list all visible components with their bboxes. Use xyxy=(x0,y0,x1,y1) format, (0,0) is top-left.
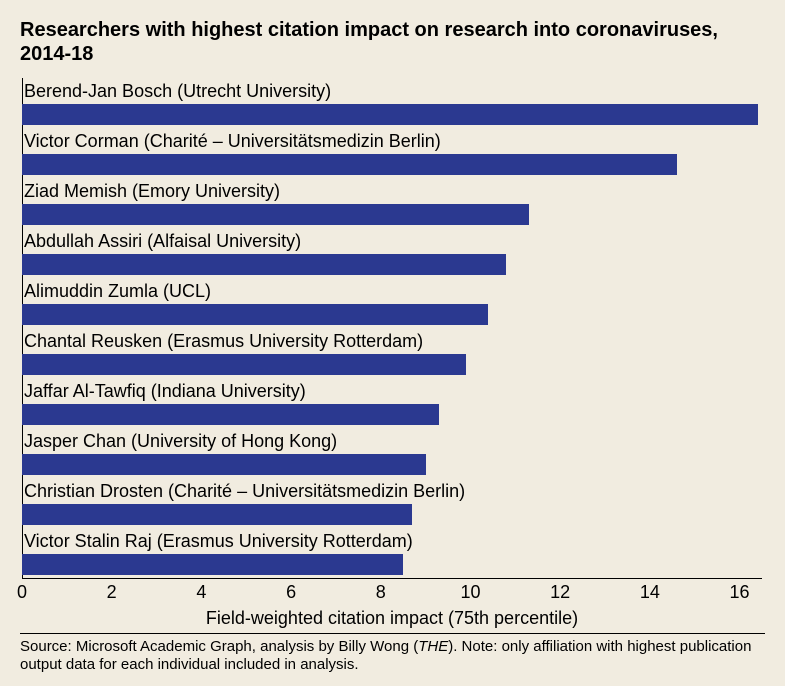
source-prefix: Source: Microsoft Academic Graph, analys… xyxy=(20,638,418,655)
bar-label: Jaffar Al-Tawfiq (Indiana University) xyxy=(24,381,306,402)
x-axis-label: Field-weighted citation impact (75th per… xyxy=(22,608,762,629)
bar xyxy=(22,254,506,275)
bar-row: Victor Stalin Raj (Erasmus University Ro… xyxy=(22,528,762,578)
bar-row: Alimuddin Zumla (UCL) xyxy=(22,278,762,328)
x-tick: 10 xyxy=(460,582,480,603)
bar xyxy=(22,554,403,575)
bar-label: Chantal Reusken (Erasmus University Rott… xyxy=(24,331,423,352)
bar-row: Berend-Jan Bosch (Utrecht University) xyxy=(22,78,762,128)
bar-row: Chantal Reusken (Erasmus University Rott… xyxy=(22,328,762,378)
x-tick: 16 xyxy=(730,582,750,603)
x-tick: 0 xyxy=(17,582,27,603)
bar-row: Jasper Chan (University of Hong Kong) xyxy=(22,428,762,478)
bar-label: Berend-Jan Bosch (Utrecht University) xyxy=(24,81,331,102)
bar-label: Abdullah Assiri (Alfaisal University) xyxy=(24,231,301,252)
bar-row: Victor Corman (Charité – Universitätsmed… xyxy=(22,128,762,178)
x-tick: 12 xyxy=(550,582,570,603)
bar xyxy=(22,454,426,475)
source-em: THE xyxy=(418,638,448,655)
bar-row: Abdullah Assiri (Alfaisal University) xyxy=(22,228,762,278)
bar xyxy=(22,204,529,225)
x-tick: 14 xyxy=(640,582,660,603)
bar xyxy=(22,504,412,525)
bar xyxy=(22,404,439,425)
x-tick: 2 xyxy=(107,582,117,603)
bar-label: Jasper Chan (University of Hong Kong) xyxy=(24,431,337,452)
bar-label: Ziad Memish (Emory University) xyxy=(24,181,280,202)
x-axis: 0246810121416 xyxy=(22,578,762,608)
source-note: Source: Microsoft Academic Graph, analys… xyxy=(20,633,765,674)
bar-label: Victor Stalin Raj (Erasmus University Ro… xyxy=(24,531,413,552)
bar-row: Ziad Memish (Emory University) xyxy=(22,178,762,228)
plot-area: Berend-Jan Bosch (Utrecht University) Vic… xyxy=(22,78,762,608)
bar-label: Alimuddin Zumla (UCL) xyxy=(24,281,211,302)
bar xyxy=(22,304,488,325)
bar-row: Christian Drosten (Charité – Universität… xyxy=(22,478,762,528)
bar-row: Jaffar Al-Tawfiq (Indiana University) xyxy=(22,378,762,428)
bar xyxy=(22,104,758,125)
chart-title: Researchers with highest citation impact… xyxy=(20,18,765,66)
bar-label: Victor Corman (Charité – Universitätsmed… xyxy=(24,131,441,152)
bar-label: Christian Drosten (Charité – Universität… xyxy=(24,481,465,502)
x-tick: 6 xyxy=(286,582,296,603)
chart-container: Researchers with highest citation impact… xyxy=(0,0,785,686)
bars-group: Berend-Jan Bosch (Utrecht University) Vic… xyxy=(22,78,762,578)
bar xyxy=(22,154,677,175)
x-tick: 4 xyxy=(196,582,206,603)
x-tick: 8 xyxy=(376,582,386,603)
bar xyxy=(22,354,466,375)
